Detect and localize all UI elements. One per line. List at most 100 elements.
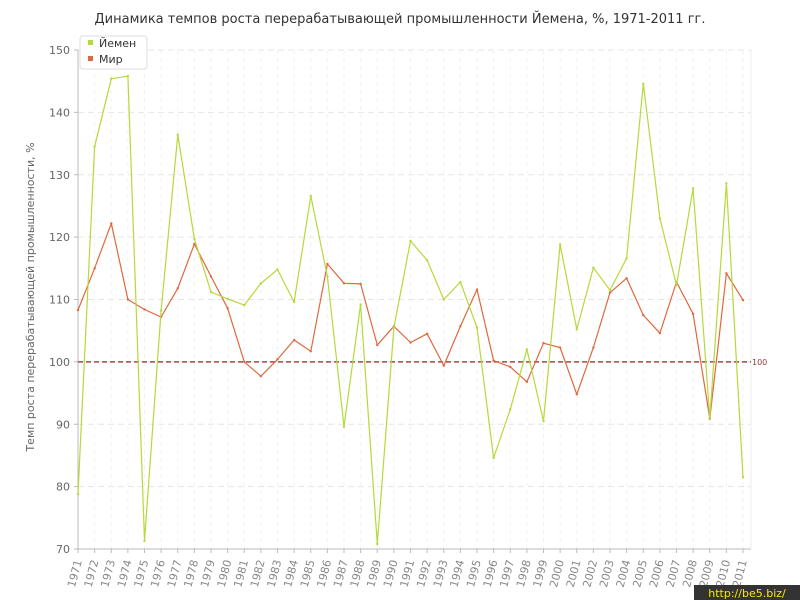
data-point: [376, 542, 379, 546]
data-point: [642, 82, 645, 85]
data-point: [110, 222, 113, 225]
data-point: [159, 309, 163, 312]
data-point: [93, 145, 96, 148]
legend-label-world: Мир: [99, 53, 123, 66]
data-point: [625, 277, 628, 280]
data-point: [741, 476, 745, 479]
data-point: [592, 266, 595, 269]
data-point: [176, 287, 179, 290]
y-tick-label: 70: [56, 543, 70, 556]
y-tick-label: 150: [49, 44, 70, 57]
data-point: [575, 328, 578, 331]
data-point: [691, 187, 695, 190]
data-point: [376, 343, 379, 347]
data-point: [76, 308, 80, 312]
y-tick-label: 120: [49, 231, 70, 244]
data-point: [309, 350, 312, 353]
legend-box: [79, 35, 148, 70]
data-point: [143, 539, 146, 543]
data-point: [193, 242, 196, 246]
data-point: [509, 365, 512, 369]
data-point: [625, 257, 628, 260]
data-point: [725, 272, 728, 275]
data-point: [741, 298, 745, 302]
data-point: [425, 259, 429, 262]
data-point: [642, 313, 645, 317]
y-tick-labels: 70 80 90 100 110 120 130 140 150: [49, 44, 70, 556]
data-point: [658, 331, 662, 335]
data-point: [326, 262, 329, 266]
data-point: [442, 298, 445, 301]
data-point: [226, 307, 229, 310]
data-point: [193, 237, 196, 241]
data-point: [475, 288, 479, 291]
data-point: [459, 325, 462, 328]
chart-title: Динамика темпов роста перерабатывающей п…: [95, 11, 706, 27]
data-point: [359, 282, 362, 286]
data-point: [708, 416, 711, 420]
y-tick-label: 100: [49, 356, 70, 369]
data-point: [110, 77, 113, 80]
data-point: [425, 332, 429, 336]
data-point: [592, 346, 595, 349]
data-point: [276, 358, 279, 361]
y-tick-label: 90: [56, 418, 70, 431]
data-point: [459, 280, 462, 284]
legend: Йемен Мир: [79, 35, 148, 70]
data-point: [658, 217, 662, 220]
series-group: [76, 74, 745, 546]
x-tick-labels: 1971197219731974197519761977197819791980…: [65, 558, 750, 588]
data-point: [359, 303, 362, 306]
data-point: [409, 341, 412, 344]
data-point: [409, 239, 412, 243]
data-point: [342, 282, 346, 285]
data-point: [292, 338, 296, 342]
legend-swatch-world: [88, 56, 93, 61]
data-point: [326, 275, 329, 278]
y-tick-label: 130: [49, 169, 70, 182]
data-point: [675, 283, 678, 287]
data-point: [392, 326, 396, 329]
reference-line-label: 100: [752, 358, 767, 367]
data-point: [475, 326, 479, 329]
y-tick-label: 140: [49, 106, 70, 119]
watermark[interactable]: http://be5.biz/: [694, 585, 800, 600]
y-tick-label: 80: [56, 481, 70, 494]
data-point: [492, 359, 495, 362]
legend-swatch-yemen: [88, 40, 93, 45]
data-point: [259, 282, 263, 285]
data-point: [492, 456, 495, 460]
grid: [77, 49, 751, 550]
data-point: [209, 290, 213, 294]
watermark-bg: [694, 585, 800, 600]
data-point: [276, 268, 279, 271]
data-point: [143, 308, 146, 311]
data-point: [176, 133, 179, 137]
data-point: [542, 419, 545, 423]
reference-line-group: 100: [78, 358, 767, 367]
data-point: [126, 74, 130, 78]
data-point: [558, 346, 562, 349]
data-point: [76, 492, 80, 496]
data-point: [259, 375, 263, 378]
data-point: [525, 348, 529, 351]
data-point: [93, 267, 96, 270]
data-point: [342, 425, 346, 428]
data-point: [309, 194, 312, 198]
data-point: [725, 182, 728, 185]
data-point: [542, 341, 545, 345]
watermark-link[interactable]: http://be5.biz/: [708, 587, 786, 600]
x-tick-label: 2011: [730, 558, 750, 588]
data-point: [608, 288, 612, 292]
data-point: [525, 380, 529, 384]
data-point: [226, 297, 229, 301]
data-point: [209, 275, 213, 278]
data-point: [442, 364, 445, 367]
data-point: [243, 303, 246, 307]
data-point: [608, 291, 612, 294]
data-point: [691, 312, 695, 316]
data-point: [126, 298, 130, 301]
data-point: [509, 408, 512, 411]
axes: [74, 49, 752, 553]
